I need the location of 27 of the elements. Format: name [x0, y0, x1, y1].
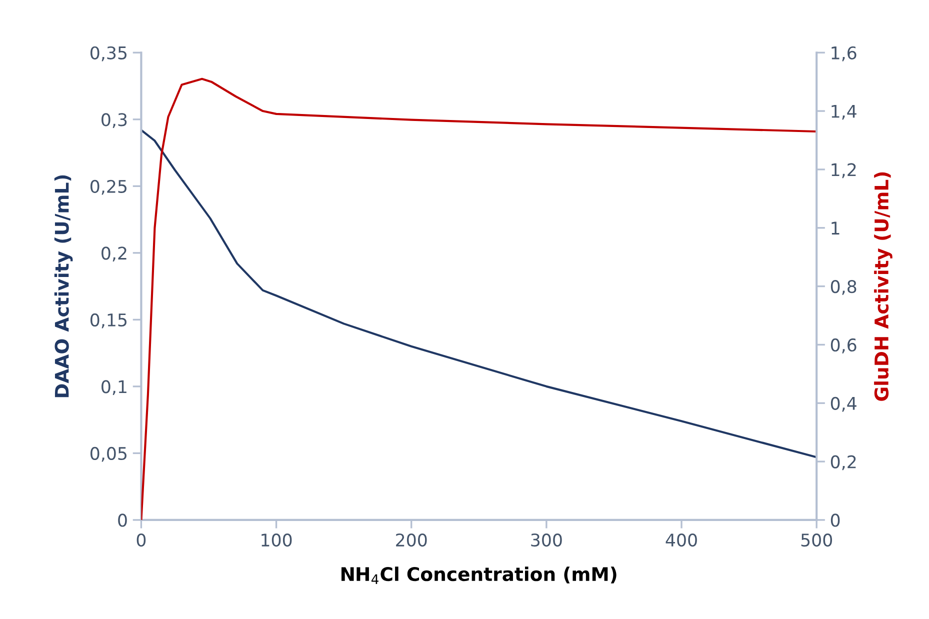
y2-tick-label: 1,6 — [832, 46, 856, 62]
x-tick-label: 500 — [801, 533, 832, 547]
x-tick-label: 300 — [531, 533, 562, 547]
y2-tick-label: 0,8 — [830, 280, 856, 295]
y-tick-label: 0,05 — [90, 446, 126, 462]
y2-tick-label: 0,2 — [830, 455, 856, 470]
x-tick-label: 100 — [262, 533, 292, 547]
y-axis-title: DAAO Activity (U/mL) — [54, 175, 73, 398]
x-tick-label: 200 — [396, 533, 427, 547]
y-tick-label: 0,2 — [102, 246, 126, 262]
y-tick-label: 0,3 — [102, 113, 127, 128]
y2-axis-title: GluDH Activity (U/mL) — [874, 172, 892, 401]
y2-tick-label: 1,2 — [832, 163, 856, 178]
y-tick-label: 0,15 — [90, 313, 126, 328]
x-tick-label: 0 — [136, 533, 146, 547]
x-axis-title: NH$_{4}$Cl Concentration (mM) — [341, 566, 616, 584]
y-tick-label: 0,35 — [90, 46, 126, 62]
y2-tick-label: 1,4 — [832, 104, 856, 120]
y2-tick-label: 1 — [832, 222, 840, 234]
x-tick-label: 400 — [666, 533, 697, 547]
y-tick-label: 0,1 — [102, 380, 126, 396]
y2-tick-label: 0,6 — [830, 338, 856, 354]
y-tick-label: 0 — [118, 514, 127, 527]
y2-tick-label: 0 — [830, 514, 840, 527]
y2-tick-label: 0,4 — [830, 396, 856, 412]
line-series — [141, 129, 817, 458]
y-tick-label: 0,25 — [90, 180, 126, 195]
